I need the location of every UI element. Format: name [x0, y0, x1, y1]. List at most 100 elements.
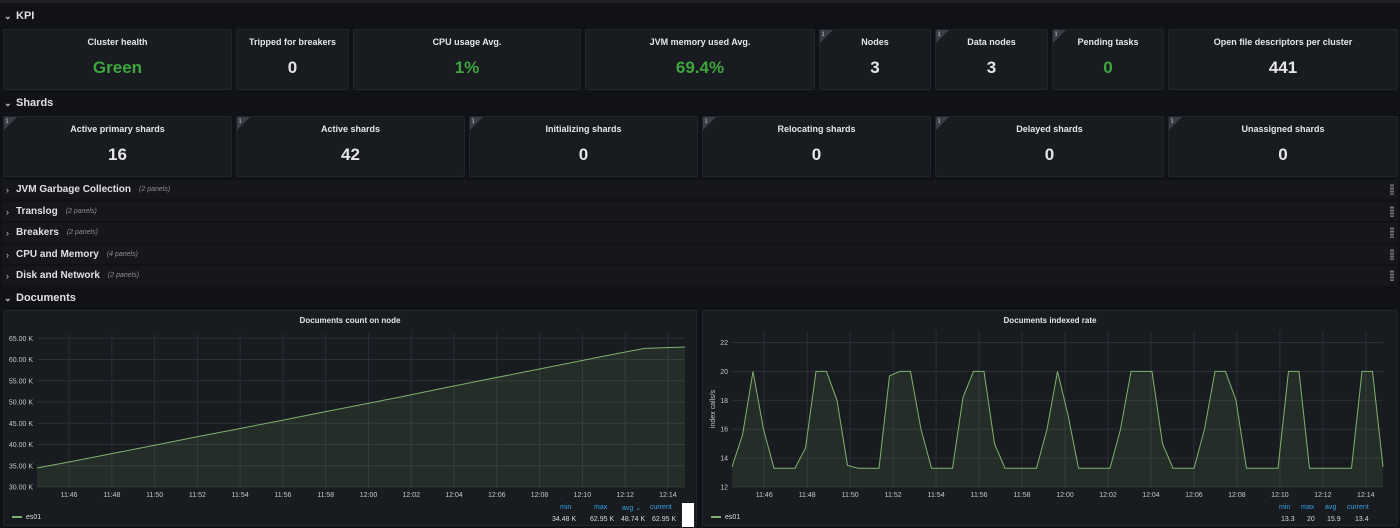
info-corner[interactable] — [936, 30, 949, 43]
stat-title: Relocating shards — [777, 124, 856, 134]
panel-count: (2 panels) — [139, 186, 171, 193]
legend-series[interactable]: es01 — [12, 514, 41, 521]
y-tick-label: 35.00 K — [9, 463, 33, 470]
row-header-kpi[interactable]: ⌄ KPI — [4, 6, 34, 26]
stat-panel-active-shards[interactable]: i Active shards 42 — [236, 116, 465, 177]
x-tick-label: 12:04 — [445, 492, 463, 499]
legend-header-current[interactable]: current — [1347, 504, 1369, 511]
x-tick-label: 11:58 — [317, 492, 334, 499]
collapsed-row-cpu-and-memory[interactable]: › CPU and Memory (4 panels) — [2, 245, 1398, 264]
collapsed-row-translog[interactable]: › Translog (2 panels) — [2, 202, 1398, 221]
legend-header-min[interactable]: min — [560, 504, 572, 511]
x-tick-label: 12:14 — [659, 492, 677, 499]
info-corner[interactable] — [1053, 30, 1066, 43]
drag-handle-icon[interactable] — [1390, 270, 1394, 281]
y-tick-label: 18 — [720, 398, 728, 405]
legend-header-min[interactable]: min — [1279, 504, 1291, 511]
drag-handle-icon[interactable] — [1390, 206, 1394, 217]
panel-count: (2 panels) — [65, 208, 97, 215]
x-tick-label: 11:54 — [232, 492, 249, 499]
stat-panel-pending-tasks[interactable]: i Pending tasks 0 — [1052, 29, 1164, 90]
x-tick-label: 12:08 — [1228, 492, 1246, 499]
stat-panel-cluster-health[interactable]: Cluster health Green — [3, 29, 232, 90]
stat-panel-nodes[interactable]: i Nodes 3 — [819, 29, 931, 90]
x-tick-label: 12:14 — [1357, 492, 1375, 499]
stat-value: 1% — [454, 58, 480, 77]
row-title: JVM Garbage Collection — [16, 184, 132, 195]
stat-value: 3 — [870, 58, 880, 77]
stat-panel-jvm-memory-used-avg[interactable]: JVM memory used Avg. 69.4% — [585, 29, 815, 90]
info-icon[interactable]: i — [1171, 117, 1174, 125]
info-icon[interactable]: i — [472, 117, 475, 125]
info-icon[interactable]: i — [1055, 30, 1058, 38]
x-tick-label: 11:50 — [842, 492, 859, 499]
stat-panel-delayed-shards[interactable]: i Delayed shards 0 — [935, 116, 1164, 177]
legend-table: min max avg current 13.3 20 15.9 13.4 — [1277, 504, 1387, 528]
legend-table: min max avg ⌄ current 34.48 K 62.95 K 48… — [552, 504, 682, 528]
legend-value-max: 20 — [1307, 516, 1315, 523]
panel-count: (2 panels) — [107, 272, 140, 279]
stat-panel-cpu-usage-avg[interactable]: CPU usage Avg. 1% — [353, 29, 581, 90]
stat-value: 0 — [1103, 58, 1113, 77]
row-title: Shards — [16, 97, 54, 109]
collapsed-row-breakers[interactable]: › Breakers (2 panels) — [2, 223, 1398, 242]
legend-value-current: 13.4 — [1355, 516, 1369, 523]
drag-handle-icon[interactable] — [1390, 184, 1394, 195]
scroll-thumb[interactable] — [682, 503, 694, 527]
info-corner[interactable] — [4, 117, 17, 130]
series-line-es01[interactable] — [731, 370, 1384, 469]
legend-value-min: 34.48 K — [552, 516, 577, 523]
legend-header-current[interactable]: current — [650, 504, 672, 511]
row-title: CPU and Memory — [16, 249, 99, 260]
chevron-right-icon: › — [6, 184, 9, 195]
stat-title: Active primary shards — [70, 124, 165, 134]
info-icon[interactable]: i — [239, 117, 242, 125]
stat-panel-active-primary-shards[interactable]: i Active primary shards 16 — [3, 116, 232, 177]
stat-panel-relocating-shards[interactable]: i Relocating shards 0 — [702, 116, 931, 177]
info-icon[interactable]: i — [6, 117, 9, 125]
info-icon[interactable]: i — [938, 117, 941, 125]
info-icon[interactable]: i — [705, 117, 708, 125]
graph-panel-documents-count[interactable]: Documents count on node 30.00 K 35.00 K 40… — [3, 310, 697, 528]
info-corner[interactable] — [820, 30, 833, 43]
x-tick-label: 12:12 — [616, 492, 634, 499]
stat-panel-unassigned-shards[interactable]: i Unassigned shards 0 — [1168, 116, 1398, 177]
info-corner[interactable] — [936, 117, 949, 130]
series-line-es01[interactable] — [36, 346, 686, 469]
stat-panel-tripped-for-breakers[interactable]: Tripped for breakers 0 — [236, 29, 349, 90]
legend-header-max[interactable]: max — [1301, 504, 1315, 511]
info-corner[interactable] — [470, 117, 483, 130]
info-corner[interactable] — [237, 117, 250, 130]
info-corner[interactable] — [1169, 117, 1182, 130]
legend-header-avg[interactable]: avg — [1325, 504, 1337, 511]
stat-value: 0 — [1044, 145, 1055, 164]
legend-series[interactable]: es01 — [711, 514, 740, 521]
collapsed-row-disk-and-network[interactable]: › Disk and Network (2 panels) — [2, 266, 1398, 285]
x-tick-label: 12:02 — [402, 492, 420, 499]
stat-panel-open-file-descriptors-per-cluster[interactable]: Open file descriptors per cluster 441 — [1168, 29, 1398, 90]
row-header-shards[interactable]: ⌄ Shards — [4, 93, 53, 113]
stat-value: 0 — [1278, 145, 1288, 164]
y-tick-label: 14 — [720, 456, 728, 463]
y-axis-label: index calls/s — [710, 389, 717, 428]
documents-indexed-rate-chart: 12 14 16 18 20 22 11:46 11:48 11:50 11:52 11:54 11:… — [710, 331, 1384, 499]
stat-panel-initializing-shards[interactable]: i Initializing shards 0 — [469, 116, 698, 177]
row-header-documents[interactable]: ⌄ Documents — [4, 288, 76, 308]
series-swatch — [12, 516, 22, 519]
x-tick-label: 12:12 — [1314, 492, 1332, 499]
info-icon[interactable]: i — [822, 30, 825, 38]
drag-handle-icon[interactable] — [1390, 227, 1394, 238]
chevron-down-icon: ⌄ — [4, 97, 12, 108]
row-title: Disk and Network — [16, 270, 100, 281]
x-tick-label: 11:46 — [756, 492, 773, 499]
drag-handle-icon[interactable] — [1390, 249, 1394, 260]
info-corner[interactable] — [703, 117, 716, 130]
legend-header-avg[interactable]: avg ⌄ — [622, 505, 642, 512]
stat-panel-data-nodes[interactable]: i Data nodes 3 — [935, 29, 1048, 90]
graph-panel-documents-indexed-rate[interactable]: Documents indexed rate 12 14 16 18 20 22 11:46… — [702, 310, 1398, 526]
chevron-down-icon: ⌄ — [4, 10, 12, 21]
legend-header-max[interactable]: max — [594, 504, 608, 511]
info-icon[interactable]: i — [938, 30, 941, 38]
collapsed-row-jvm-garbage-collection[interactable]: › JVM Garbage Collection (2 panels) — [2, 180, 1398, 199]
legend-series-name: es01 — [26, 514, 42, 521]
